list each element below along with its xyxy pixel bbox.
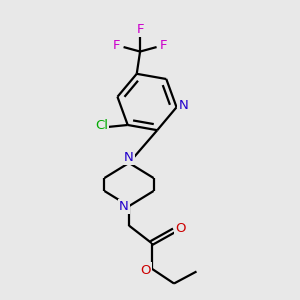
Text: F: F (159, 39, 167, 52)
Text: O: O (175, 222, 186, 236)
Text: Cl: Cl (95, 119, 108, 132)
Text: O: O (140, 263, 151, 277)
Text: F: F (136, 22, 144, 36)
Text: N: N (124, 151, 134, 164)
Text: F: F (113, 39, 121, 52)
Text: N: N (178, 99, 188, 112)
Text: N: N (119, 200, 128, 213)
